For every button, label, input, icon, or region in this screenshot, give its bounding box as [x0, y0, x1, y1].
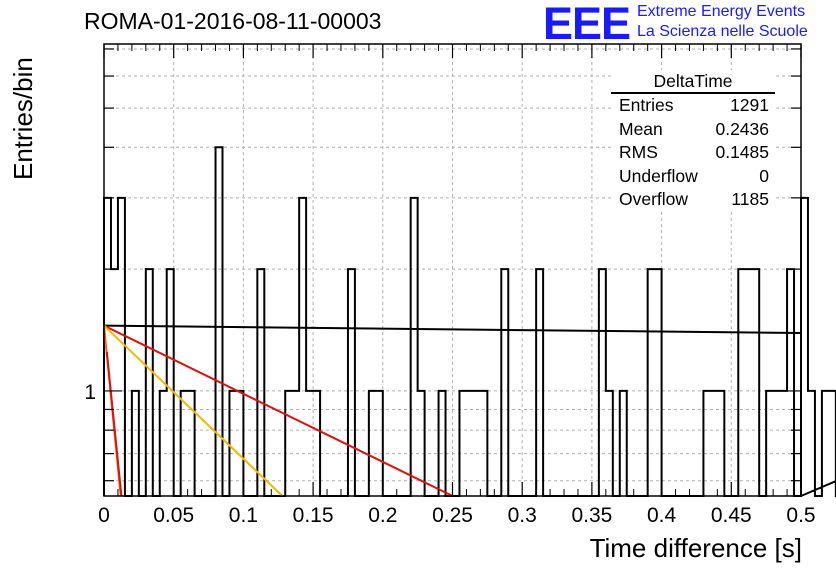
stats-row-rms: RMS 0.1485 — [611, 141, 775, 165]
x-tick-label: 0.2 — [368, 504, 397, 527]
stats-row-entries: Entries 1291 — [611, 94, 775, 118]
x-tick-label: 0.3 — [508, 504, 537, 527]
stats-label: Underflow — [619, 165, 698, 186]
y-tick-label: 1 — [84, 381, 96, 404]
y-axis-label: Entries/bin — [8, 57, 38, 180]
stats-row-underflow: Underflow 0 — [611, 165, 775, 189]
stats-title: DeltaTime — [611, 70, 775, 94]
x-tick-label: 0.5 — [786, 504, 815, 527]
stats-row-mean: Mean 0.2436 — [611, 118, 775, 142]
run-title: ROMA-01-2016-08-11-00003 — [84, 8, 382, 34]
grid-lines — [104, 44, 801, 496]
stats-label: Mean — [619, 118, 663, 139]
stats-value: 1185 — [731, 189, 769, 209]
x-tick-label: 0.25 — [432, 504, 473, 527]
x-tick-label: 0 — [98, 504, 110, 527]
stats-row-overflow: Overflow 1185 — [611, 188, 775, 212]
stats-value: 0 — [759, 165, 769, 186]
eee-logo: EEE — [543, 0, 631, 49]
x-axis-label: Time difference [s] — [589, 533, 802, 563]
x-tick-label: 0.35 — [571, 504, 612, 527]
fit-curves — [103, 324, 802, 497]
x-tick-label: 0.4 — [647, 504, 677, 527]
x-tick-label: 0.1 — [229, 504, 258, 527]
fit-line-1 — [103, 324, 453, 497]
logo-line-1: Extreme Energy Events — [637, 3, 806, 20]
x-tick-label: 0.15 — [293, 504, 334, 527]
histogram-steps — [103, 146, 836, 497]
stats-label: RMS — [619, 142, 658, 162]
histogram-outline — [103, 146, 836, 497]
stats-value: 1291 — [730, 95, 769, 115]
tick-labels: 0 0.05 0.1 0.15 0.2 0.25 0.3 0.35 0.4 0.45 0.5 1 — [84, 381, 815, 527]
fit-line-4 — [105, 351, 123, 497]
stats-value: 0.2436 — [715, 118, 769, 139]
x-tick-label: 0.45 — [711, 504, 752, 527]
fit-line-2 — [103, 324, 284, 497]
axes — [103, 43, 802, 497]
stats-label: Overflow — [619, 189, 689, 209]
stats-value: 0.1485 — [715, 142, 769, 162]
x-tick-label: 0.05 — [153, 504, 194, 527]
stats-label: Entries — [619, 95, 674, 115]
fit-line-0 — [103, 324, 802, 335]
logo-line-2: La Scienza nelle Scuole — [637, 23, 808, 40]
stats-box: DeltaTime Entries 1291 Mean 0.2436 RMS 0… — [611, 70, 775, 212]
